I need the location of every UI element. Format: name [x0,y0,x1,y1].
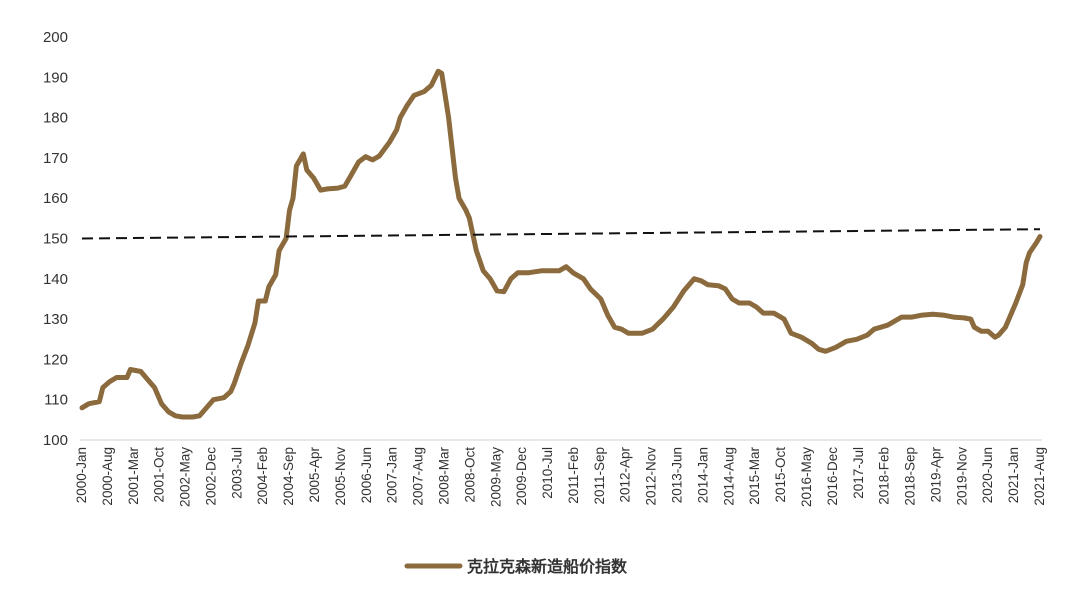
y-tick-label: 150 [43,231,68,248]
y-tick-label: 170 [43,150,68,167]
x-tick-label: 2014-Aug [721,447,736,506]
x-tick-label: 2021-Aug [1032,447,1047,506]
x-tick-label: 2005-Nov [333,447,348,506]
y-axis: 100 110 120 130 140 150 160 170 180 190 200 [43,29,68,449]
y-tick-label: 110 [44,392,68,409]
legend-label: 克拉克森新造船价指数 [467,557,628,576]
y-tick-label: 160 [43,190,68,207]
x-tick-label: 2000-Aug [100,447,115,506]
x-tick-label: 2001-Oct [152,447,167,503]
x-tick-label: 2016-Dec [825,447,840,506]
y-tick-label: 200 [43,29,68,46]
x-tick-label: 2015-Oct [773,447,788,503]
x-tick-label: 2007-Aug [411,447,426,506]
x-tick-label: 2008-Mar [436,446,451,504]
x-tick-label: 2019-Nov [954,447,969,506]
x-tick-label: 2015-Mar [747,446,762,504]
y-tick-label: 140 [43,271,68,288]
reference-dashed-line [81,228,1041,240]
x-tick-label: 2021-Jan [1006,447,1021,503]
y-tick-label: 120 [43,351,68,368]
x-tick-label: 2004-Feb [255,447,270,505]
y-tick-label: 100 [43,432,68,449]
x-tick-label: 2001-Mar [126,446,141,504]
x-tick-label: 2013-Jun [670,447,685,503]
x-tick-label: 2009-May [488,447,503,507]
x-tick-label: 2002-Dec [203,447,218,506]
legend: 克拉克森新造船价指数 [404,557,628,576]
x-tick-label: 2018-Feb [877,447,892,505]
x-tick-label: 2010-Jul [540,447,555,499]
x-tick-label: 2005-Apr [307,447,322,503]
x-tick-label: 2016-May [799,447,814,507]
x-axis: 2000-Jan 2000-Aug 2001-Mar 2001-Oct 2002-May… [74,446,1047,507]
x-tick-label: 2018-Sep [903,447,918,506]
x-tick-label: 2007-Jan [385,447,400,503]
y-tick-label: 190 [43,69,68,86]
series-line-newbuilding-price-index [79,68,1043,420]
x-tick-label: 2019-Apr [928,447,943,503]
x-tick-label: 2017-Jul [851,447,866,499]
y-tick-label: 130 [43,311,68,328]
x-tick-label: 2003-Jul [229,447,244,499]
series-layer [79,68,1043,420]
x-tick-label: 2020-Jun [980,447,995,503]
x-tick-label: 2006-Jun [359,447,374,503]
x-tick-label: 2011-Sep [592,447,607,505]
y-tick-label: 180 [43,110,68,127]
x-tick-label: 2014-Jan [695,447,710,503]
x-tick-label: 2004-Sep [281,447,296,506]
x-tick-label: 2000-Jan [74,447,89,503]
x-tick-label: 2002-May [178,447,193,507]
x-tick-label: 2012-Nov [644,447,659,506]
x-tick-label: 2008-Oct [462,447,477,503]
x-tick-label: 2012-Apr [618,447,633,503]
x-tick-label: 2011-Feb [566,447,581,504]
x-tick-label: 2009-Dec [514,447,529,506]
